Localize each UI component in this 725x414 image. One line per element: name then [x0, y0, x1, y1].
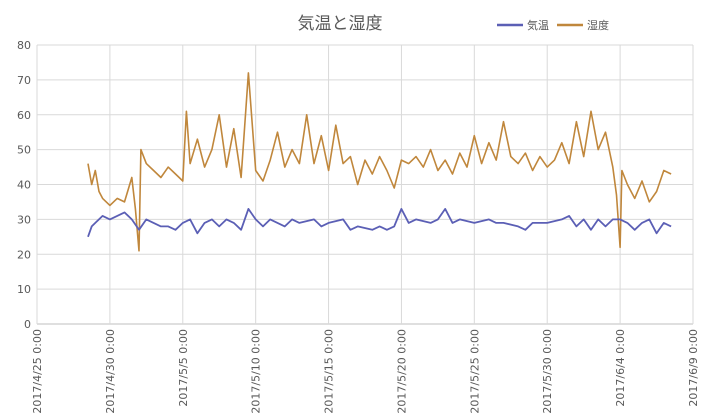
y-tick-label: 50 — [17, 144, 31, 157]
y-tick-label: 30 — [17, 213, 31, 226]
x-tick-label: 2017/5/10 0:00 — [250, 329, 263, 414]
y-tick-label: 40 — [17, 179, 31, 192]
chart-title: 気温と湿度 — [298, 14, 383, 34]
x-tick-label: 2017/4/25 0:00 — [31, 329, 44, 414]
series-line-humidity — [87, 72, 672, 252]
y-tick-label: 0 — [24, 318, 31, 331]
x-tick-label: 2017/5/15 0:00 — [323, 329, 336, 414]
legend-label: 湿度 — [587, 18, 609, 32]
x-tick-label: 2017/5/5 0:00 — [177, 329, 190, 407]
y-tick-label: 70 — [17, 74, 31, 87]
x-tick-label: 2017/4/30 0:00 — [104, 329, 117, 414]
x-tick-label: 2017/6/9 0:00 — [687, 329, 700, 407]
x-tick-label: 2017/5/30 0:00 — [541, 329, 554, 414]
series-lines — [87, 72, 672, 252]
legend-label: 気温 — [527, 18, 549, 32]
x-tick-label: 2017/5/20 0:00 — [395, 329, 408, 414]
x-axis-tick-labels: 2017/4/25 0:00 2017/4/30 0:00 2017/5/5 0:0… — [31, 329, 700, 414]
legend: 気温 湿度 — [497, 18, 609, 32]
grid-lines — [36, 44, 694, 325]
y-tick-label: 60 — [17, 109, 31, 122]
series-line-temperature — [87, 208, 672, 238]
x-tick-label: 2017/5/25 0:00 — [468, 329, 481, 414]
y-tick-label: 10 — [17, 283, 31, 296]
y-tick-label: 80 — [17, 39, 31, 52]
y-tick-label: 20 — [17, 248, 31, 261]
y-axis-tick-labels: 0 10 20 30 40 50 60 70 80 — [17, 39, 31, 331]
x-tick-label: 2017/6/4 0:00 — [614, 329, 627, 407]
